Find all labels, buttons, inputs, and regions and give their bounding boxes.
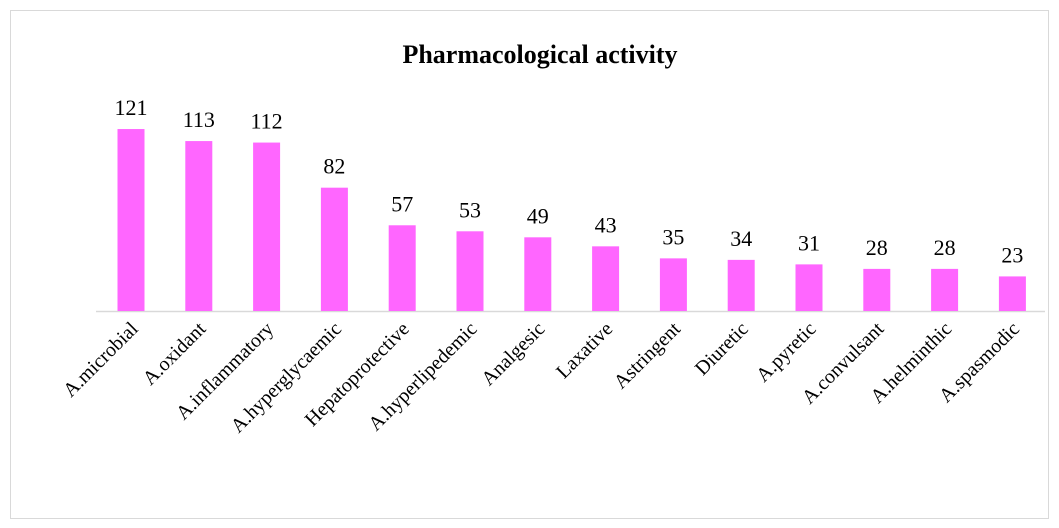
data-label: 35 [662, 224, 684, 249]
data-label: 31 [798, 230, 820, 255]
bar [456, 231, 484, 311]
data-label: 121 [115, 95, 148, 120]
bar [998, 276, 1026, 311]
data-label: 23 [1001, 242, 1023, 267]
data-label: 53 [459, 197, 481, 222]
data-label: 57 [391, 191, 413, 216]
bar [185, 141, 213, 311]
data-label: 28 [866, 235, 888, 260]
data-label: 82 [323, 154, 345, 179]
data-label: 113 [183, 107, 215, 132]
bar [320, 187, 348, 311]
bar [253, 142, 281, 311]
bar [117, 129, 145, 311]
bar [592, 246, 620, 311]
data-label: 34 [730, 226, 752, 251]
data-label: 49 [527, 203, 549, 228]
bar [388, 225, 416, 311]
chart-title: Pharmacological activity [402, 40, 677, 69]
bar [863, 268, 891, 311]
bar [659, 258, 687, 311]
data-label: 28 [934, 235, 956, 260]
data-label: 43 [595, 212, 617, 237]
bar [727, 259, 755, 311]
bar [524, 237, 552, 311]
bar [931, 268, 959, 311]
data-label: 112 [251, 109, 283, 134]
bar [795, 264, 823, 311]
